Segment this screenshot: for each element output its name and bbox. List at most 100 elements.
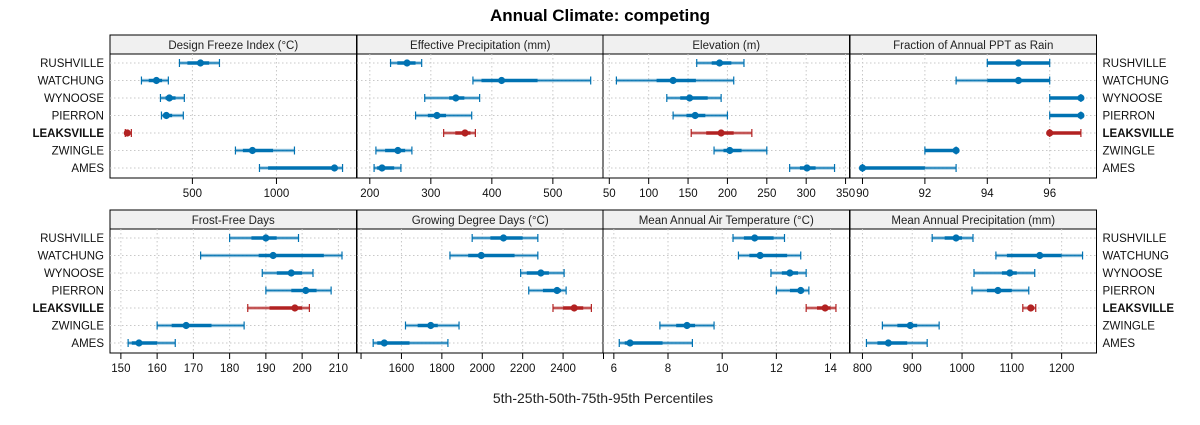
median-point	[683, 321, 691, 330]
interval-watchung	[449, 251, 539, 260]
interval-zwingle	[234, 146, 296, 155]
interval-rushville	[471, 234, 539, 242]
panel-1: Effective Precipitation (mm) 200 300 400 500	[356, 34, 604, 200]
interval-wynoose	[424, 94, 481, 102]
x-tick-label: 900	[903, 363, 922, 375]
median-point	[1014, 59, 1023, 67]
interval-watchung	[615, 76, 735, 85]
row-label-watchung: WATCHUNG	[38, 251, 104, 263]
x-tick-label: 1000	[949, 363, 975, 375]
median-point	[248, 146, 257, 155]
x-tick-label: 150	[678, 188, 697, 200]
row-label-rushville: RUSHVILLE	[40, 58, 104, 70]
median-point	[182, 321, 190, 330]
interval-leaksville	[1046, 129, 1082, 137]
row-label-leaksville: LEAKSVILLE	[32, 303, 104, 315]
interval-zwingle	[404, 321, 460, 330]
interval-pierron	[414, 111, 473, 120]
median-point	[952, 146, 960, 155]
interval-ames	[258, 164, 344, 172]
median-point	[553, 286, 561, 295]
median-point	[669, 76, 677, 85]
median-point	[433, 111, 441, 120]
median-point	[884, 339, 892, 347]
x-tick-label: 400	[482, 188, 501, 200]
median-point	[461, 129, 469, 137]
median-point	[378, 164, 386, 172]
median-point	[858, 164, 867, 172]
median-point	[330, 164, 339, 172]
row-label-wynoose: WYNOOSE	[44, 93, 104, 105]
interval-leaksville	[690, 129, 753, 137]
interval-leaksville	[247, 304, 310, 312]
row-label-leaksville: LEAKSVILLE	[32, 128, 104, 140]
median-point	[537, 269, 545, 277]
median-point	[570, 304, 578, 312]
panel-title: Effective Precipitation (mm)	[410, 40, 551, 52]
x-tick-label: 94	[981, 188, 994, 200]
x-tick-label: 210	[329, 363, 348, 375]
interval-zwingle	[881, 321, 940, 330]
median-point	[1077, 94, 1085, 102]
median-point	[717, 129, 725, 137]
median-point	[952, 234, 960, 242]
x-tick-label: 200	[293, 363, 312, 375]
x-tick-label: 190	[256, 363, 275, 375]
panel-6: Mean Annual Air Temperature (°C) 6 8 10 12 14	[602, 209, 850, 375]
interval-ames	[373, 164, 402, 172]
panel-2: Elevation (m) 50 100 150 200 250 300 350	[602, 34, 855, 200]
x-tick-label: 1200	[1049, 363, 1075, 375]
interval-zwingle	[713, 146, 768, 155]
x-tick-label: 1000	[264, 188, 290, 200]
interval-rushville	[389, 59, 423, 67]
interval-watchung	[140, 76, 169, 85]
row-label-rushville: RUSHVILLE	[40, 233, 104, 245]
median-point	[756, 251, 764, 260]
median-point	[135, 339, 143, 347]
interval-zwingle	[924, 146, 960, 155]
panels: Design Freeze Index (°C) 500 1000 RUSHVILLE…	[32, 34, 1175, 375]
x-tick-label: 200	[360, 188, 379, 200]
median-point	[403, 59, 411, 67]
x-tick-label: 14	[824, 363, 837, 375]
row-label-rushville: RUSHVILLE	[1103, 233, 1167, 245]
panel-title: Fraction of Annual PPT as Rain	[893, 40, 1053, 52]
x-tick-label: 150	[111, 363, 130, 375]
panel-title: Mean Annual Precipitation (mm)	[891, 215, 1055, 227]
median-point	[821, 304, 829, 312]
row-label-pierron: PIERRON	[1103, 111, 1155, 123]
panel-title: Design Freeze Index (°C)	[168, 40, 298, 52]
interval-leaksville	[123, 129, 132, 137]
row-label-rushville: RUSHVILLE	[1103, 58, 1167, 70]
row-label-ames: AMES	[71, 338, 104, 350]
median-point	[152, 76, 161, 85]
interval-rushville	[178, 59, 221, 67]
x-tick-label: 2000	[469, 363, 495, 375]
median-point	[452, 94, 460, 102]
median-point	[1027, 304, 1035, 312]
interval-wynoose	[666, 94, 722, 102]
median-point	[123, 129, 131, 137]
row-label-ames: AMES	[71, 163, 104, 175]
x-tick-label: 500	[543, 188, 562, 200]
x-tick-label: 12	[770, 363, 783, 375]
median-point	[162, 111, 170, 120]
interval-wynoose	[261, 269, 314, 277]
median-point	[1014, 76, 1023, 85]
interval-rushville	[229, 234, 300, 242]
interval-wynoose	[770, 269, 807, 277]
median-point	[394, 146, 402, 155]
interval-wynoose	[159, 94, 185, 102]
median-point	[477, 251, 485, 260]
median-point	[797, 286, 805, 295]
median-point	[291, 304, 299, 312]
median-point	[427, 321, 435, 330]
median-point	[994, 286, 1002, 295]
row-label-pierron: PIERRON	[1103, 286, 1155, 298]
x-tick-label: 90	[856, 188, 869, 200]
x-tick-label: 2200	[510, 363, 536, 375]
row-label-leaksville: LEAKSVILLE	[1103, 128, 1175, 140]
median-point	[380, 339, 388, 347]
interval-pierron	[672, 111, 729, 120]
